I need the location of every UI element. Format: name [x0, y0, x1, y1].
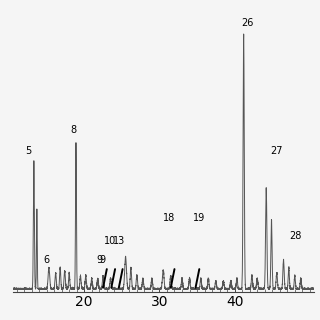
- Text: 9: 9: [96, 255, 102, 265]
- Text: 5: 5: [25, 146, 31, 156]
- Text: 6: 6: [43, 255, 49, 265]
- Text: 26: 26: [241, 18, 254, 28]
- Text: 13: 13: [113, 236, 125, 246]
- Text: 8: 8: [70, 125, 76, 135]
- Text: 28: 28: [289, 231, 301, 241]
- Text: 27: 27: [271, 146, 283, 156]
- Text: 9: 9: [99, 255, 105, 265]
- Text: 10: 10: [104, 236, 117, 246]
- Text: 19: 19: [193, 212, 205, 222]
- Text: 18: 18: [163, 212, 175, 222]
